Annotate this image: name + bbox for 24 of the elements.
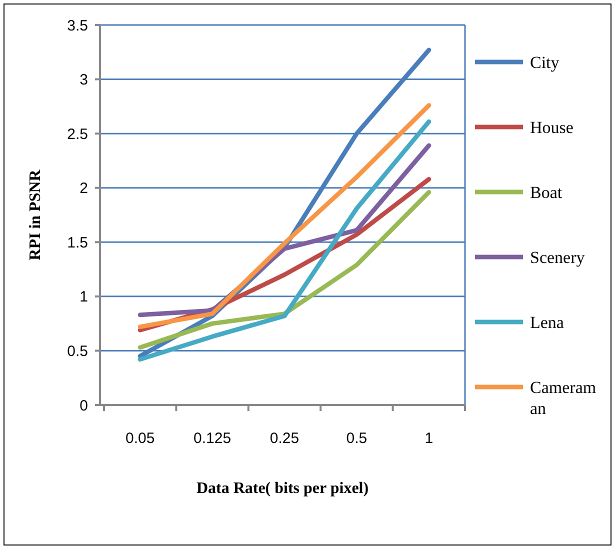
y-tick-label: 3	[80, 72, 88, 89]
y-tick-label: 3.5	[67, 17, 88, 34]
x-tick-label: 0.125	[194, 430, 232, 447]
y-axis-title: RPI in PSNR	[27, 169, 44, 260]
legend-label: Boat	[530, 182, 562, 202]
y-tick-label: 0	[80, 397, 88, 414]
y-tick-label: 1.5	[67, 234, 88, 252]
x-tick-label: 0.25	[270, 430, 300, 447]
y-tick-label: 0.5	[67, 342, 88, 360]
x-tick-label: 0.05	[126, 430, 155, 447]
line-series	[138, 190, 432, 350]
x-tick-label: 0.5	[346, 430, 368, 447]
legend-label: City	[530, 52, 560, 72]
y-tick-label: 2.5	[67, 126, 88, 143]
y-tick-label: 2	[80, 180, 88, 198]
legend-label: Cameraman	[530, 378, 596, 418]
y-tick-label: 1	[80, 288, 88, 306]
line-series	[138, 103, 432, 330]
legend-label: Lena	[530, 312, 564, 332]
x-axis-title: Data Rate( bits per pixel)	[196, 480, 369, 497]
line-series	[138, 119, 432, 362]
legend-label: Scenery	[530, 248, 586, 267]
legend-label: House	[530, 118, 574, 137]
x-tick-label: 1	[424, 430, 434, 447]
